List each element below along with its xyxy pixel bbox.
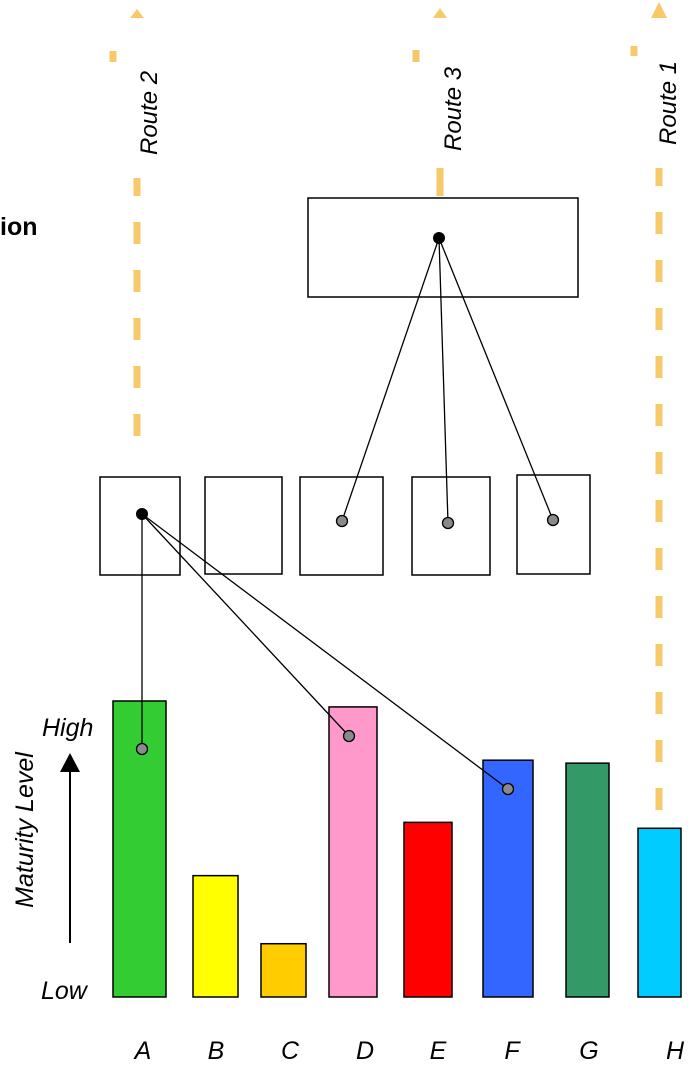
maturity-axis-arrowhead xyxy=(60,753,80,772)
bar-label-group: A B C D E F G H xyxy=(133,1037,685,1065)
connector-box-1-to-bar-f xyxy=(141,513,509,790)
route-1: Route 1 xyxy=(630,2,682,810)
route-1-label: Route 1 xyxy=(655,61,682,145)
connector-box-1-to-bar-d xyxy=(141,513,350,737)
bar-e xyxy=(403,821,453,998)
bar-f xyxy=(482,759,534,998)
bar-h xyxy=(637,827,682,998)
route-3-label: Route 3 xyxy=(440,66,467,151)
middle-box-3 xyxy=(299,476,384,576)
bar-label-c: C xyxy=(281,1037,300,1065)
bar-label-g: G xyxy=(579,1037,598,1065)
bar-f-dot xyxy=(501,782,515,796)
axis-low-label: Low xyxy=(41,977,89,1005)
route-3: Route 3 xyxy=(412,8,467,196)
route-2-label: Route 2 xyxy=(136,71,163,155)
bar-label-e: E xyxy=(430,1037,447,1065)
connector-top-to-box-4 xyxy=(438,237,449,524)
bar-d xyxy=(328,706,378,998)
middle-box-1 xyxy=(99,476,181,576)
connector-top-to-box-3 xyxy=(341,237,440,522)
route-3-arrowhead xyxy=(433,8,447,18)
middle-box-5 xyxy=(516,474,591,575)
maturity-axis-title: Maturity Level xyxy=(11,751,39,908)
route-2: Route 2 xyxy=(109,9,163,436)
heading-fragment: ion xyxy=(0,213,38,241)
box-4-dot xyxy=(441,516,455,530)
bar-label-b: B xyxy=(208,1037,225,1065)
route-2-arrowhead xyxy=(130,9,144,18)
bar-d-dot xyxy=(342,729,356,743)
connectors xyxy=(141,237,554,790)
box-5-dot xyxy=(546,513,560,527)
bar-a-dot xyxy=(135,742,149,756)
route-1-arrowhead xyxy=(651,2,667,18)
box-3-dot xyxy=(335,514,349,528)
bar-b xyxy=(192,874,239,998)
bar-label-f: F xyxy=(504,1037,521,1065)
bar-group xyxy=(112,700,682,998)
middle-box-2 xyxy=(204,476,283,575)
bar-label-d: D xyxy=(356,1037,374,1065)
axis-high-label: High xyxy=(42,714,93,742)
bar-label-h: H xyxy=(666,1037,685,1065)
top-box-hub-dot xyxy=(433,232,445,244)
bar-label-a: A xyxy=(133,1037,152,1065)
connector-top-to-box-5 xyxy=(438,237,554,521)
bar-g xyxy=(565,762,610,998)
bar-c xyxy=(260,942,307,998)
box-1-hub-dot xyxy=(136,508,148,520)
maturity-axis: Maturity Level High Low xyxy=(11,714,93,1005)
